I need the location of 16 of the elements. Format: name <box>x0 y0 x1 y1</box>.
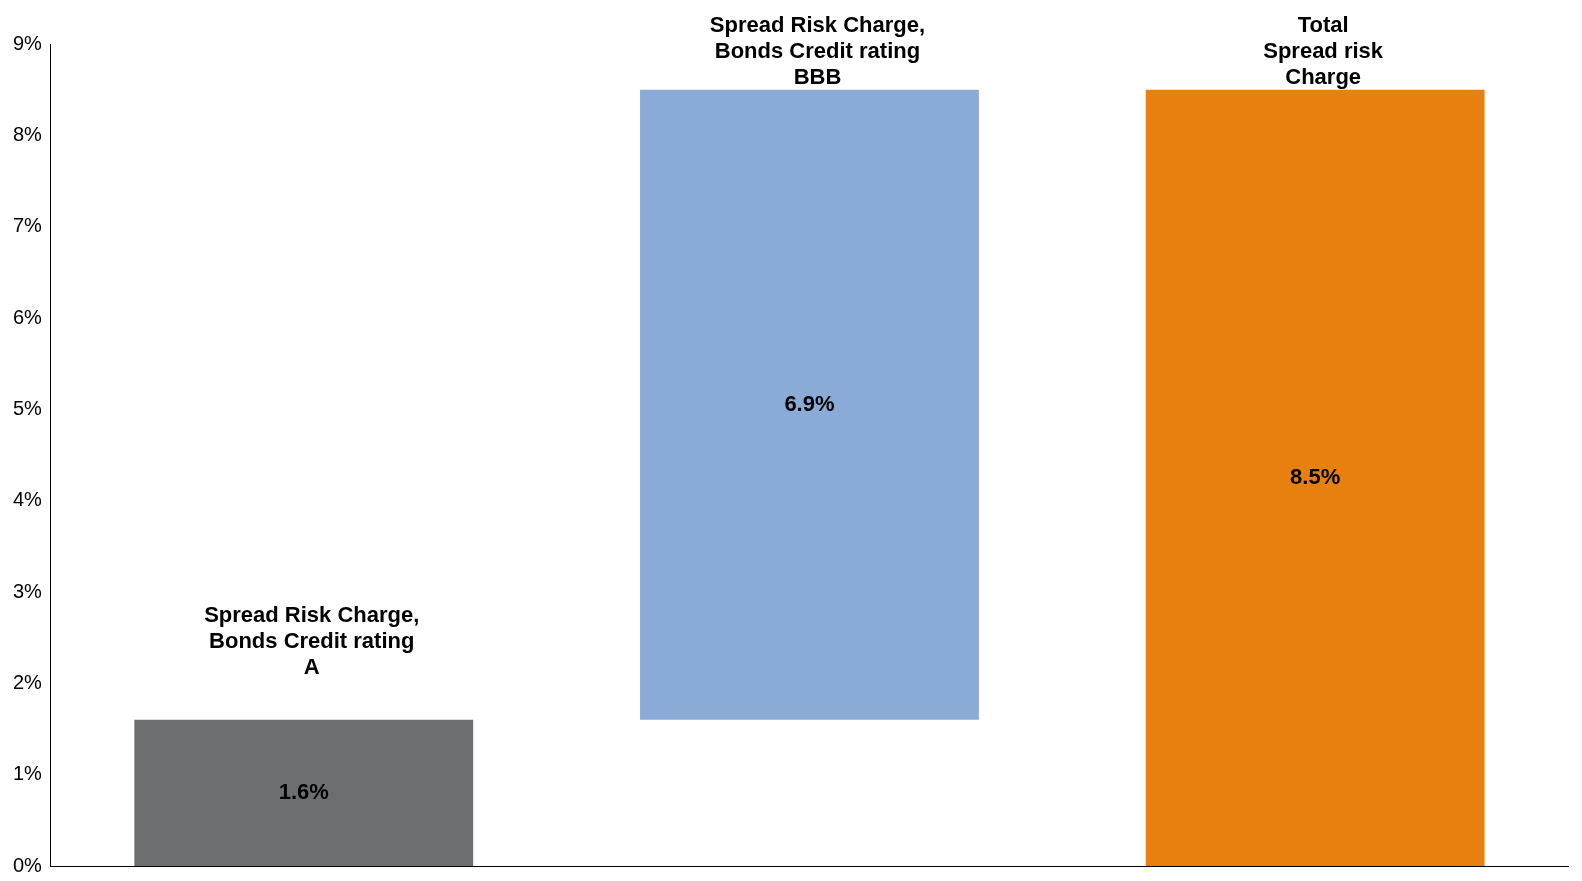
x-tick-label: Total Spread risk Charge <box>1263 11 1384 89</box>
y-tick-label: 2% <box>13 670 43 693</box>
x-tick-label: Spread Risk Charge, Bonds Credit rating A <box>204 601 420 679</box>
y-tick-label: 7% <box>13 214 43 237</box>
y-tick-label: 8% <box>13 122 43 145</box>
x-tick-label: Spread Risk Charge, Bonds Credit rating BBB <box>709 11 926 89</box>
y-tick-label: 0% <box>13 853 43 876</box>
y-tick-label: 1% <box>13 762 43 785</box>
data-label: 6.9% <box>784 390 835 416</box>
data-label: 8.5% <box>1290 463 1341 489</box>
y-tick-label: 5% <box>13 396 43 419</box>
data-label: 1.6% <box>278 779 329 804</box>
y-tick-label: 3% <box>13 579 43 602</box>
y-tick-label: 6% <box>13 305 43 328</box>
y-tick-label: 4% <box>13 488 43 511</box>
y-tick-label: 9% <box>13 31 43 54</box>
